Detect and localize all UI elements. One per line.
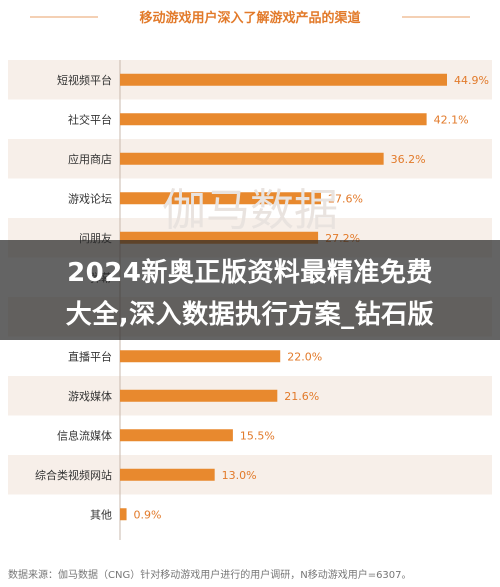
bar bbox=[120, 508, 127, 521]
category-label: 综合类视频网站 bbox=[35, 468, 112, 482]
value-label: 44.9% bbox=[454, 74, 489, 87]
row-band bbox=[8, 494, 492, 534]
category-label: 游戏媒体 bbox=[68, 389, 112, 403]
category-label: 应用商店 bbox=[68, 152, 112, 166]
value-label: 15.5% bbox=[240, 429, 275, 442]
chart-title: 移动游戏用户深入了解游戏产品的渠道 bbox=[139, 10, 360, 26]
overlay-banner bbox=[0, 240, 500, 340]
row-band bbox=[8, 455, 492, 495]
value-label: 22.0% bbox=[287, 350, 322, 363]
category-label: 直播平台 bbox=[68, 349, 112, 363]
value-label: 21.6% bbox=[284, 390, 319, 403]
value-label: 36.2% bbox=[391, 153, 426, 166]
category-label: 信息流媒体 bbox=[57, 428, 112, 442]
bar bbox=[120, 350, 281, 363]
value-label: 13.0% bbox=[222, 469, 257, 482]
overlay-line-1: 2024新奥正版资料最精准免费 bbox=[67, 258, 433, 288]
overlay-line-2: 大全,深入数据执行方案_钻石版 bbox=[65, 300, 435, 330]
value-label: 0.9% bbox=[134, 508, 162, 521]
category-label: 游戏论坛 bbox=[68, 191, 112, 205]
category-label: 其他 bbox=[90, 508, 112, 521]
overlay-headline: 2024新奥正版资料最精准免费 大全,深入数据执行方案_钻石版 bbox=[0, 252, 500, 336]
bar bbox=[120, 73, 447, 86]
bar bbox=[120, 389, 278, 402]
value-label: 27.6% bbox=[328, 192, 363, 205]
bar bbox=[120, 468, 215, 481]
bar bbox=[120, 429, 233, 442]
bar bbox=[120, 192, 322, 205]
source-note: 数据来源：伽马数据（CNG）针对移动游戏用户进行的用户调研，N移动游戏用户=63… bbox=[8, 568, 412, 581]
bar bbox=[120, 113, 427, 126]
category-label: 短视频平台 bbox=[57, 73, 112, 87]
category-label: 社交平台 bbox=[68, 112, 112, 126]
row-band bbox=[8, 415, 492, 455]
value-label: 42.1% bbox=[434, 113, 469, 126]
watermark: 伽马数据 bbox=[162, 185, 338, 236]
bar bbox=[120, 152, 384, 165]
